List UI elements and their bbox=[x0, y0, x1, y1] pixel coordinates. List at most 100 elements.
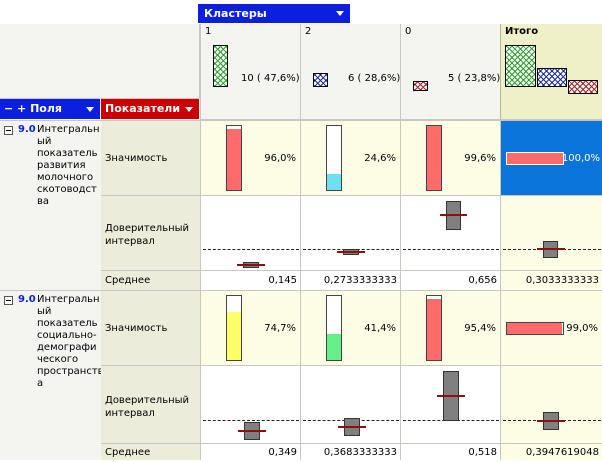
total-bar-0 bbox=[568, 80, 598, 94]
significance-bar bbox=[226, 295, 242, 361]
metrics-label: Показатели bbox=[105, 102, 181, 115]
title-line: показатель bbox=[37, 148, 98, 159]
interval-cell[interactable] bbox=[400, 365, 500, 443]
metric-significance: Значимость bbox=[101, 290, 200, 365]
collapse-icon[interactable] bbox=[4, 296, 13, 305]
significance-cell[interactable]: 96,0% bbox=[200, 120, 300, 195]
group-header-2[interactable]: 9.0 Интегральн ый показатель социально- … bbox=[0, 290, 104, 460]
interval-cell[interactable] bbox=[200, 365, 300, 443]
interval-total-cell[interactable] bbox=[500, 365, 602, 443]
column-header-2[interactable]: 2 6 ( 28,6%) bbox=[300, 24, 400, 120]
significance-bar bbox=[426, 125, 442, 191]
title-line: Интегральн bbox=[37, 294, 100, 305]
title-line: молочного bbox=[37, 172, 94, 183]
significance-cell[interactable]: 95,4% bbox=[400, 290, 500, 365]
title-line: ый bbox=[37, 306, 52, 317]
title-line: пространств bbox=[37, 366, 104, 377]
interval-cell[interactable] bbox=[200, 195, 300, 270]
chevron-down-icon bbox=[86, 107, 94, 112]
significance-fill bbox=[227, 312, 241, 360]
chevron-down-icon bbox=[185, 107, 193, 112]
corner-panel bbox=[0, 24, 200, 99]
column-id: 1 bbox=[205, 26, 212, 37]
clusters-label: Кластеры bbox=[204, 7, 267, 20]
mean-value: 0,656 bbox=[468, 275, 497, 286]
interval-cell[interactable] bbox=[400, 195, 500, 270]
significance-bar bbox=[226, 125, 242, 191]
title-line: Интегральн bbox=[37, 124, 100, 135]
interval-cell[interactable] bbox=[300, 195, 400, 270]
significance-fill bbox=[427, 126, 441, 190]
significance-cell[interactable]: 24,6% bbox=[300, 120, 400, 195]
fields-label: − + Поля bbox=[4, 102, 62, 115]
significance-cell[interactable]: 41,4% bbox=[300, 290, 400, 365]
mean-total-value: 0,3947619048 bbox=[525, 447, 599, 458]
mean-total-cell[interactable]: 0,3947619048 bbox=[500, 443, 602, 460]
significance-total-value: 100,0% bbox=[561, 153, 600, 164]
interval-cell[interactable] bbox=[300, 365, 400, 443]
mean-value: 0,349 bbox=[268, 447, 297, 458]
mean-value: 0,2733333333 bbox=[323, 275, 397, 286]
mean-cell[interactable]: 0,145 bbox=[200, 270, 300, 290]
title-line: ый bbox=[37, 136, 52, 147]
total-label: Итого bbox=[505, 26, 539, 37]
significance-value: 24,6% bbox=[364, 153, 396, 164]
significance-cell[interactable]: 74,7% bbox=[200, 290, 300, 365]
significance-bar bbox=[426, 295, 442, 361]
metric-label: Доверительный интервал bbox=[105, 223, 190, 247]
significance-fill bbox=[327, 334, 341, 360]
mean-line bbox=[403, 249, 499, 250]
significance-total-value: 99,0% bbox=[566, 323, 598, 334]
significance-value: 99,6% bbox=[464, 153, 496, 164]
significance-value: 96,0% bbox=[264, 153, 296, 164]
clusters-dropdown[interactable]: Кластеры bbox=[198, 4, 350, 23]
significance-fill bbox=[227, 129, 241, 190]
column-header-total[interactable]: Итого bbox=[500, 24, 602, 120]
title-line: скотоводст bbox=[37, 184, 97, 195]
interval-mean bbox=[537, 248, 565, 250]
significance-total-cell[interactable]: 99,0% bbox=[500, 290, 602, 365]
significance-bar bbox=[326, 295, 342, 361]
mean-cell[interactable]: 0,2733333333 bbox=[300, 270, 400, 290]
metric-label: Значимость bbox=[105, 153, 168, 164]
interval-mean bbox=[537, 420, 565, 422]
interval-total-cell[interactable] bbox=[500, 195, 602, 270]
group-code: 9.0 bbox=[18, 124, 36, 135]
mean-cell[interactable]: 0,518 bbox=[400, 443, 500, 460]
column-id: 0 bbox=[405, 26, 412, 37]
interval-mean bbox=[237, 264, 265, 266]
column-header-0[interactable]: 0 5 ( 23,8%) bbox=[400, 24, 500, 120]
interval-mean bbox=[338, 426, 366, 428]
metrics-dropdown[interactable]: Показатели bbox=[101, 99, 199, 119]
significance-cell[interactable]: 99,6% bbox=[400, 120, 500, 195]
title-line: показатель bbox=[37, 318, 98, 329]
mean-cell[interactable]: 0,3683333333 bbox=[300, 443, 400, 460]
title-line: социально- bbox=[37, 330, 97, 341]
metric-mean: Среднее bbox=[101, 270, 200, 290]
mean-cell[interactable]: 0,349 bbox=[200, 443, 300, 460]
mean-total-cell[interactable]: 0,3033333333 bbox=[500, 270, 602, 290]
chevron-down-icon bbox=[336, 11, 344, 16]
total-bar-1 bbox=[505, 45, 536, 87]
group-code: 9.0 bbox=[18, 294, 36, 305]
significance-value: 74,7% bbox=[264, 323, 296, 334]
cluster-count: 10 ( 47,6%) bbox=[241, 73, 300, 84]
interval-mean bbox=[337, 251, 365, 253]
significance-total-cell[interactable]: 100,0% bbox=[500, 120, 602, 195]
cluster-bar bbox=[213, 45, 228, 87]
mean-cell[interactable]: 0,656 bbox=[400, 270, 500, 290]
significance-total-fill bbox=[507, 323, 562, 334]
significance-total-bar bbox=[506, 152, 564, 165]
metric-interval: Доверительный интервал bbox=[101, 365, 200, 443]
metric-significance: Значимость bbox=[101, 120, 200, 195]
metric-interval: Доверительный интервал bbox=[101, 195, 200, 270]
cluster-count: 5 ( 23,8%) bbox=[448, 73, 501, 84]
group-title: Интегральн ый показатель развития молочн… bbox=[37, 124, 101, 208]
group-header-1[interactable]: 9.0 Интегральн ый показатель развития мо… bbox=[0, 120, 101, 290]
interval-mean bbox=[440, 214, 467, 216]
column-header-1[interactable]: 1 10 ( 47,6%) bbox=[200, 24, 300, 120]
metric-mean: Среднее bbox=[101, 443, 200, 460]
significance-fill bbox=[327, 174, 341, 190]
collapse-icon[interactable] bbox=[4, 126, 13, 135]
fields-dropdown[interactable]: − + Поля bbox=[0, 99, 100, 119]
